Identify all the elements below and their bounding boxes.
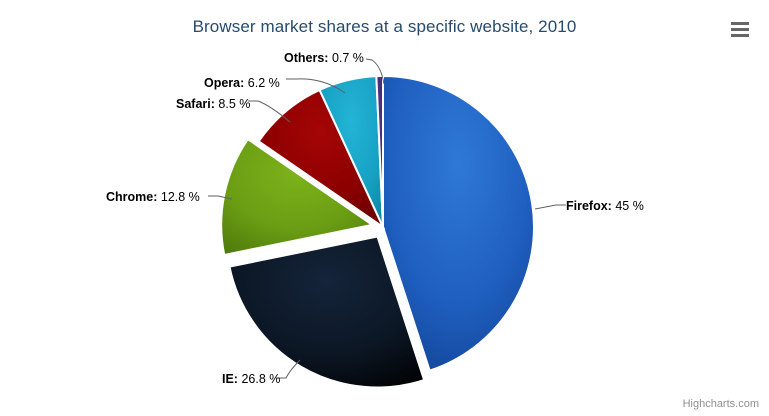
pie-label-name: Chrome:: [106, 190, 161, 204]
pie-slice-others[interactable]: [375, 74, 384, 228]
pie-label-name: Others:: [284, 51, 332, 65]
pie-label-name: Firefox:: [566, 199, 616, 213]
pie-label-value: 6.2 %: [247, 76, 280, 90]
pie-label-name: IE:: [222, 372, 242, 386]
pie-label-name: Safari:: [176, 97, 219, 111]
pie-slice-ie[interactable]: [228, 235, 426, 389]
hamburger-menu-icon[interactable]: [729, 19, 751, 39]
pie-connector-firefox: [534, 204, 566, 210]
hamburger-bar-1: [731, 21, 749, 25]
page-title: Browser market shares at a specific webs…: [192, 17, 577, 36]
hamburger-bar-2: [731, 27, 749, 31]
pie-label-value: 12.8 %: [160, 190, 200, 204]
pie-label-value: 45 %: [615, 199, 644, 213]
pie-slice-chrome[interactable]: [220, 137, 375, 257]
pie-label-name: Opera:: [204, 76, 248, 90]
pie-slice-firefox[interactable]: [382, 74, 535, 372]
hamburger-bar-3: [731, 33, 749, 37]
pie-connector-ie: [276, 359, 301, 379]
pie-label-firefox: Firefox: 45 %: [566, 199, 644, 213]
pie-label-safari: Safari: 8.5 %: [176, 97, 250, 111]
credits-link[interactable]: Highcharts.com: [682, 398, 759, 410]
pie-label-chrome: Chrome: 12.8 %: [106, 190, 200, 204]
pie-connector-safari: [248, 100, 291, 123]
pie-connectors-group: [208, 58, 566, 379]
pie-slices-group: [220, 74, 535, 389]
pie-label-opera: Opera: 6.2 %: [204, 76, 280, 90]
pie-connector-opera: [286, 78, 346, 94]
pie-label-value: 26.8 %: [241, 372, 281, 386]
pie-connector-others: [365, 58, 385, 85]
pie-connector-chrome: [208, 195, 233, 200]
pie-label-value: 8.5 %: [218, 97, 251, 111]
pie-label-value: 0.7 %: [331, 51, 364, 65]
pie-label-others: Others: 0.7 %: [284, 51, 364, 65]
pie-label-ie: IE: 26.8 %: [222, 372, 280, 386]
